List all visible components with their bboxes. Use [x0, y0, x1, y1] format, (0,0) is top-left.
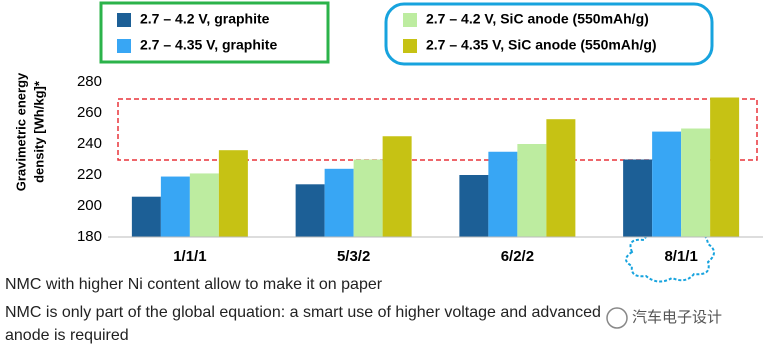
x-tick-label: 5/3/2 — [337, 248, 370, 265]
bar — [353, 159, 383, 237]
bar — [324, 168, 354, 237]
legend-swatch — [117, 13, 131, 27]
legend-label: 2.7 – 4.35 V, graphite — [140, 37, 277, 53]
y-axis-label-line: Gravimetric energy — [13, 72, 28, 191]
annotation: NMC is only part of the global equation:… — [5, 304, 601, 321]
legend-swatch — [117, 39, 131, 53]
legend-label: 2.7 – 4.2 V, SiC anode (550mAh/g) — [426, 11, 649, 27]
bar — [546, 119, 576, 237]
y-tick-label: 240 — [77, 135, 102, 152]
legend-swatch — [403, 39, 417, 53]
legend-swatch — [403, 13, 417, 27]
y-tick-label: 260 — [77, 104, 102, 121]
bar — [623, 159, 653, 237]
y-axis-label: Gravimetric energy density [Wh/kg]* — [13, 72, 46, 191]
y-tick-label: 280 — [77, 73, 102, 90]
watermark: 汽车电子设计 — [632, 309, 722, 326]
legend-box-graphite — [99, 1, 330, 64]
bar — [131, 196, 161, 237]
highlight-box — [117, 98, 758, 161]
x-tick-label: 6/2/2 — [501, 248, 534, 265]
bar — [459, 175, 489, 237]
bar — [160, 176, 190, 237]
y-axis-label-line: density [Wh/kg]* — [31, 80, 46, 183]
y-tick-label: 220 — [77, 166, 102, 183]
legend-box-sic — [384, 2, 714, 66]
bar — [488, 151, 518, 237]
annotation: anode is required — [5, 327, 129, 344]
bar — [218, 150, 248, 237]
bar — [652, 131, 682, 237]
annotation: NMC with higher Ni content allow to make… — [5, 276, 383, 293]
bar — [382, 136, 412, 237]
bar — [189, 173, 219, 237]
cloud-highlight — [625, 228, 715, 283]
y-tick-label: 180 — [77, 228, 102, 245]
legend-label: 2.7 – 4.2 V, graphite — [140, 11, 270, 27]
bar — [517, 144, 547, 237]
legend-label: 2.7 – 4.35 V, SiC anode (550mAh/g) — [426, 37, 657, 53]
bar — [710, 97, 740, 237]
y-tick-label: 200 — [77, 197, 102, 214]
watermark-icon — [606, 307, 628, 329]
bar — [681, 128, 711, 237]
bar — [295, 184, 325, 237]
x-tick-label: 1/1/1 — [173, 248, 206, 265]
x-tick-label: 8/1/1 — [664, 248, 697, 265]
